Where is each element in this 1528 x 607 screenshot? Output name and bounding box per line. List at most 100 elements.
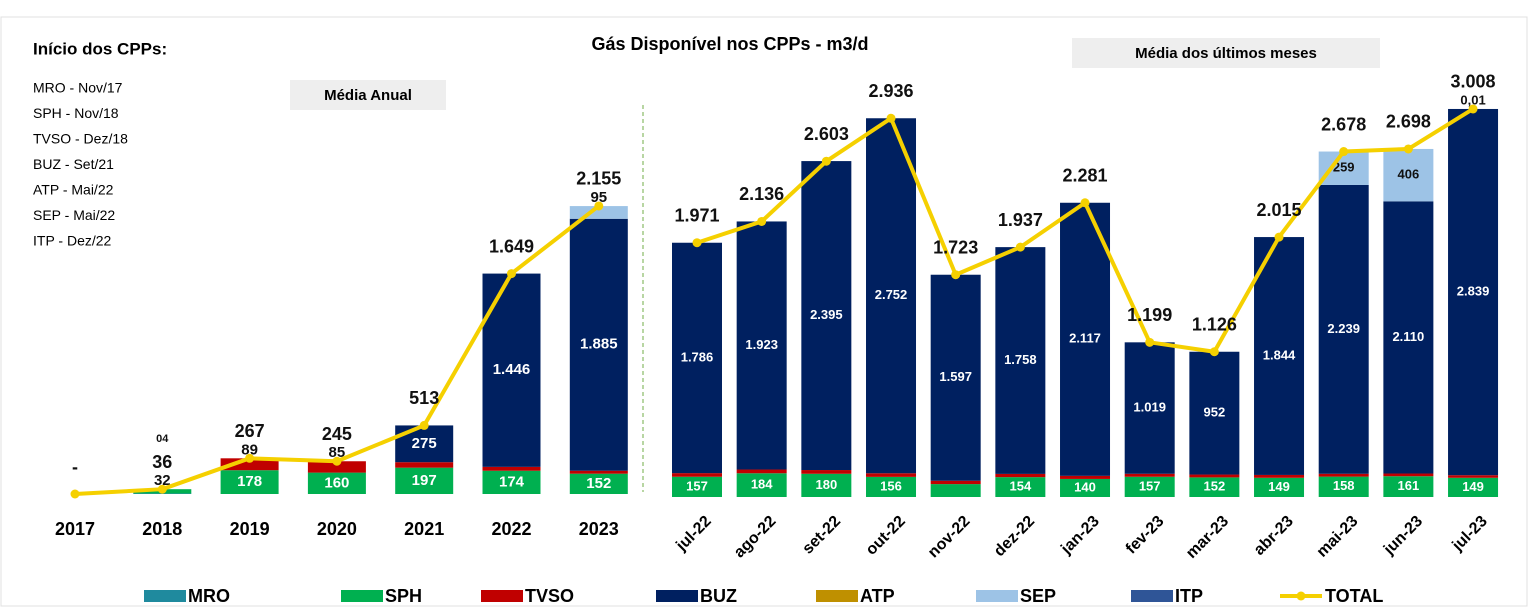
- total-point: [692, 238, 702, 248]
- data-label: 149: [1462, 479, 1484, 494]
- total-point: [332, 456, 342, 466]
- total-label: 2.136: [739, 184, 784, 204]
- bar-segment: [482, 466, 541, 471]
- note-item: MRO - Nov/17: [33, 80, 123, 96]
- bar-segment: [801, 161, 852, 471]
- x-tick-label: 2020: [317, 519, 357, 539]
- note-item: SPH - Nov/18: [33, 105, 119, 121]
- total-label: 36: [152, 452, 172, 472]
- bar-segment: [736, 469, 787, 474]
- bar-segment: [133, 493, 192, 494]
- data-label: 2.117: [1069, 331, 1101, 346]
- total-label: 513: [409, 388, 439, 408]
- x-tick-label: 2017: [55, 519, 95, 539]
- total-point: [951, 270, 961, 280]
- total-label: 1.199: [1127, 305, 1172, 325]
- data-label: 32: [154, 472, 171, 489]
- bar-segment: [1254, 477, 1305, 497]
- bar-segment: [1383, 476, 1434, 497]
- total-label: 2.936: [868, 81, 913, 101]
- data-label: 158: [1333, 478, 1355, 493]
- data-label: 2.239: [1327, 321, 1360, 336]
- note-item: TVSO - Dez/18: [33, 131, 128, 147]
- bar-segment: [307, 472, 366, 494]
- total-point: [757, 216, 767, 226]
- total-label: 2.155: [576, 169, 621, 189]
- data-label: 95: [590, 189, 607, 206]
- bar-segment: [672, 473, 722, 477]
- note-item: ITP - Dez/22: [33, 233, 112, 249]
- total-label: 2.281: [1062, 166, 1107, 186]
- bar-segment: [1448, 108, 1499, 476]
- subtitle-box: [1072, 38, 1380, 68]
- bar-segment: [1124, 342, 1175, 474]
- subtitle: Média dos últimos meses: [1135, 45, 1317, 62]
- bar-segment: [995, 477, 1046, 497]
- data-label: 0,01: [1460, 92, 1485, 107]
- bar-segment: [1318, 184, 1369, 474]
- data-label: 1.923: [745, 337, 778, 352]
- data-label: 1.885: [580, 336, 618, 353]
- total-label: 2.698: [1386, 112, 1431, 132]
- data-label: 1.758: [1004, 352, 1037, 367]
- data-label: 275: [412, 435, 437, 452]
- bar-segment: [801, 470, 852, 474]
- bar-segment: [1254, 474, 1305, 478]
- data-label: 157: [686, 478, 708, 493]
- legend-swatch: [656, 590, 698, 602]
- bar-segment: [1383, 201, 1434, 474]
- data-label: 1.597: [939, 369, 972, 384]
- x-tick-label: 2019: [230, 519, 270, 539]
- legend-label: SEP: [1020, 586, 1056, 606]
- bar-segment: [866, 473, 917, 477]
- bar-segment: [569, 218, 628, 471]
- total-point: [1145, 337, 1155, 347]
- total-point: [1080, 198, 1090, 208]
- legend-swatch: [144, 590, 186, 602]
- data-label: 2.110: [1392, 329, 1424, 344]
- bar-segment: [395, 467, 454, 494]
- bar-segment: [1060, 202, 1111, 476]
- legend-swatch: [481, 590, 523, 602]
- subtitle-box: [290, 80, 446, 110]
- x-tick-label: 2021: [404, 519, 444, 539]
- legend-swatch: [976, 590, 1018, 602]
- bar-segment: [307, 461, 366, 473]
- bar-segment: [220, 458, 279, 471]
- bar-segment: [395, 462, 454, 468]
- data-label: 2.752: [875, 287, 908, 302]
- legend-label: ATP: [860, 586, 895, 606]
- total-label: 1.649: [489, 236, 534, 256]
- total-point: [886, 113, 896, 123]
- bar-segment: [1060, 478, 1111, 497]
- bar-segment: [1448, 475, 1499, 478]
- data-label: 2.395: [810, 307, 843, 322]
- total-point: [1274, 232, 1284, 242]
- data-label: 85: [329, 444, 346, 461]
- bar-segment: [220, 470, 279, 494]
- bar-segment: [930, 484, 981, 497]
- total-label: 1.971: [674, 205, 719, 225]
- bar-segment: [930, 274, 981, 481]
- bar-segment: [1189, 351, 1240, 475]
- total-point: [1015, 242, 1025, 252]
- legend-label: TVSO: [525, 586, 574, 606]
- data-label: 259: [1333, 160, 1355, 175]
- data-label: 04: [156, 433, 169, 445]
- legend-swatch: [341, 590, 383, 602]
- total-point: [1403, 144, 1413, 154]
- bar-segment: [569, 470, 628, 474]
- data-label: 156: [880, 478, 902, 493]
- bar-segment: [1124, 473, 1175, 477]
- data-label: 952: [1204, 405, 1226, 420]
- total-label: 2.603: [804, 124, 849, 144]
- total-point: [157, 484, 167, 494]
- bar-segment: [1448, 477, 1499, 497]
- data-label: 178: [237, 473, 262, 490]
- x-tick-label: 2023: [579, 519, 619, 539]
- total-point: [594, 201, 604, 211]
- bar-segment: [672, 242, 722, 474]
- legend-marker: [1296, 591, 1306, 601]
- data-label: 184: [751, 477, 773, 492]
